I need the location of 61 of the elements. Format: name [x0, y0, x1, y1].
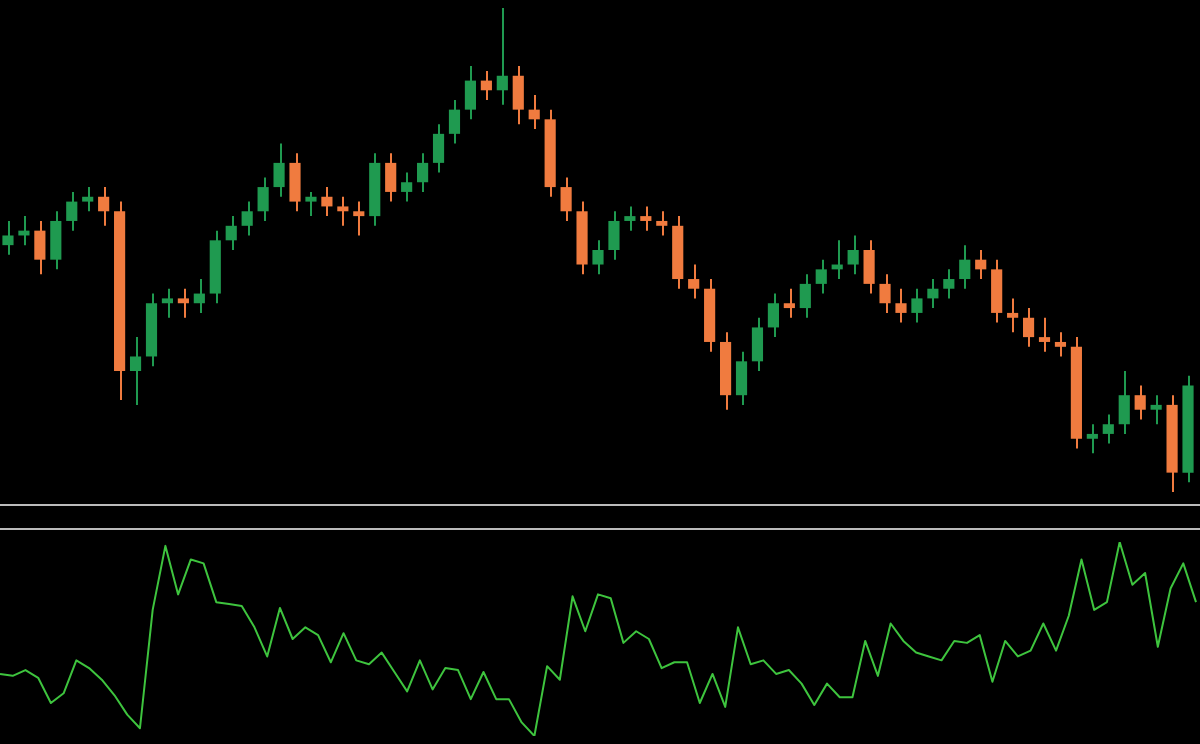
candlestick: [337, 195, 349, 227]
candlestick: [608, 210, 620, 261]
candlestick: [129, 336, 142, 406]
candlestick: [799, 273, 811, 319]
candlestick: [1054, 331, 1067, 358]
candlestick: [1038, 316, 1051, 353]
candlestick: [241, 200, 253, 237]
candlestick: [2, 219, 14, 256]
candlestick: [273, 142, 285, 198]
candlestick: [50, 210, 62, 271]
candlestick: [321, 186, 333, 218]
candlestick: [385, 152, 397, 203]
candlestick: [975, 249, 987, 281]
candlestick: [783, 287, 795, 319]
candlestick: [464, 65, 477, 121]
candlestick: [98, 186, 110, 227]
candlestick: [1007, 297, 1019, 334]
candlestick: [528, 94, 540, 130]
candlestick: [289, 152, 301, 213]
candlestick: [1134, 384, 1146, 421]
candlestick: [927, 278, 939, 310]
candlestick: [656, 210, 668, 237]
candlestick: [257, 176, 269, 222]
candlestick: [943, 268, 955, 300]
candlestick: [767, 292, 779, 339]
candlestick: [448, 98, 461, 145]
candlestick: [847, 234, 859, 276]
candlestick: [161, 287, 174, 319]
candlestick: [1118, 370, 1130, 435]
candlestick: [1086, 423, 1098, 455]
candlestick: [353, 200, 365, 237]
candlestick: [863, 239, 875, 295]
candlestick: [624, 205, 636, 232]
candlestick: [1102, 413, 1114, 445]
candlestick: [991, 258, 1003, 324]
candlestick: [82, 186, 94, 213]
candlestick: [177, 287, 189, 319]
candlestick: [751, 316, 764, 372]
candlestick: [432, 123, 445, 174]
candlestick: [592, 239, 604, 276]
candlestick: [417, 152, 429, 193]
candlestick: [640, 205, 652, 232]
candlestick: [688, 263, 700, 300]
candlestick: [66, 190, 78, 232]
candlestick: [512, 65, 524, 126]
candlestick: [959, 244, 971, 290]
candlestick: [1022, 307, 1035, 348]
candlestick: [480, 69, 492, 101]
candlestick: [735, 350, 748, 406]
candlestick: [34, 219, 46, 276]
candlestick: [193, 278, 205, 314]
candlestick: [911, 287, 923, 324]
candlestick: [895, 287, 907, 324]
candlestick: [225, 215, 237, 251]
candlestick: [879, 273, 891, 314]
candlestick: [401, 171, 413, 203]
candlestick: [560, 176, 572, 222]
candlestick: [815, 258, 827, 295]
candlestick: [305, 190, 317, 218]
candlestick: [1150, 394, 1162, 426]
candlestick: [496, 7, 508, 106]
